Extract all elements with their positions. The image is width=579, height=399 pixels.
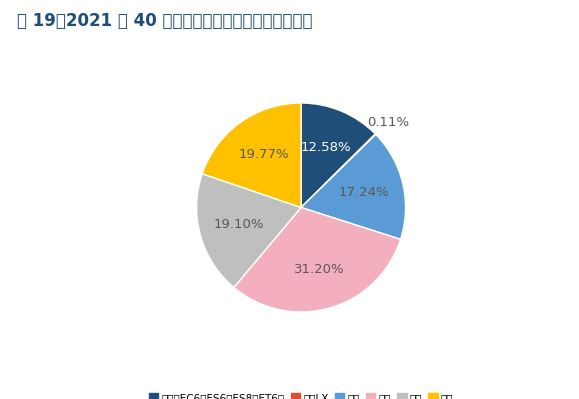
Wedge shape [197,174,301,287]
Text: 19.77%: 19.77% [238,148,289,161]
Text: 19.10%: 19.10% [214,218,264,231]
Legend: 蔚来（EC6、ES6、ES8、ET6）, 埃安LX, 奔驰, 宝马, 其他, 奥迪: 蔚来（EC6、ES6、ES8、ET6）, 埃安LX, 奔驰, 宝马, 其他, 奥… [149,393,453,399]
Text: 12.58%: 12.58% [301,141,351,154]
Wedge shape [202,103,301,207]
Text: 31.20%: 31.20% [294,263,345,276]
Text: 图 19、2021 年 40 万元以上价格带乘用车品牌市占率: 图 19、2021 年 40 万元以上价格带乘用车品牌市占率 [17,12,313,30]
Wedge shape [301,134,405,239]
Text: 17.24%: 17.24% [339,186,390,199]
Wedge shape [234,207,401,312]
Text: 0.11%: 0.11% [367,116,409,128]
Wedge shape [301,134,376,207]
Wedge shape [301,103,375,207]
